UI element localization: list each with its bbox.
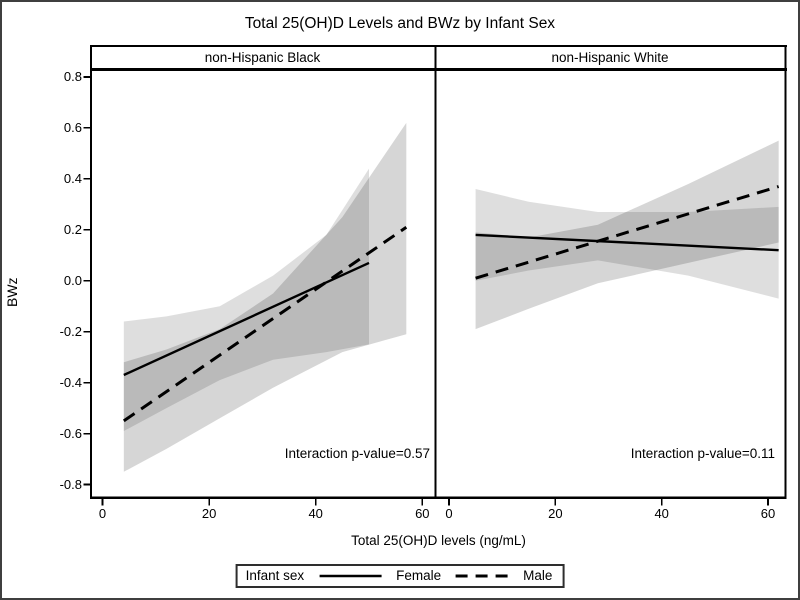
x-tick-label: 0 — [445, 506, 453, 521]
y-tick-label: 0.0 — [63, 272, 82, 288]
legend-title: Infant sex — [245, 568, 305, 583]
x-tick-label: 20 — [201, 506, 217, 521]
ci-band-female — [123, 168, 369, 432]
axes-frame — [83, 45, 787, 506]
pvalue-annotation-white: Interaction p-value=0.11 — [630, 446, 775, 461]
y-tick-label: -0.8 — [59, 476, 82, 492]
panel-header-white: non-Hispanic White — [551, 50, 669, 65]
x-tick-label: 0 — [98, 506, 107, 521]
y-axis-label: BWz — [4, 277, 20, 307]
x-axis-tick-labels: 0 20 40 60 0 20 40 60 — [2, 506, 798, 526]
y-tick-label: -0.2 — [59, 323, 82, 339]
ci-band-male — [123, 122, 407, 472]
y-tick-label: 0.4 — [63, 170, 82, 186]
pvalue-annotation-black: Interaction p-value=0.57 — [284, 446, 430, 461]
legend: Infant sex Female Male — [235, 564, 565, 588]
y-axis-tick-labels: 0.8 0.6 0.4 0.2 0.0 -0.2 -0.4 -0.6 -0.8 — [36, 2, 82, 522]
y-tick-label: 0.2 — [63, 221, 82, 237]
legend-label-female: Female — [396, 568, 442, 583]
confidence-bands — [123, 122, 779, 472]
y-tick-label: 0.6 — [63, 119, 82, 135]
chart-title: Total 25(OH)D Levels and BWz by Infant S… — [244, 15, 556, 32]
line-female — [475, 233, 779, 252]
dashed-line-icon — [455, 574, 510, 577]
y-tick-label: 0.8 — [63, 68, 82, 84]
legend-label-male: Male — [523, 568, 553, 583]
x-tick-label: 20 — [548, 506, 563, 521]
x-tick-label: 60 — [760, 506, 776, 521]
ci-band-male — [475, 140, 779, 330]
regression-lines — [122, 185, 780, 423]
x-tick-label: 40 — [308, 506, 323, 521]
y-tick-label: -0.6 — [59, 425, 82, 441]
solid-line-icon — [319, 574, 382, 577]
line-male — [122, 226, 408, 423]
line-male — [475, 185, 780, 280]
ci-band-female — [475, 189, 779, 299]
x-axis-label: Total 25(OH)D levels (ng/mL) — [351, 533, 526, 548]
x-tick-label: 60 — [415, 506, 430, 521]
y-tick-label: -0.4 — [59, 374, 82, 390]
line-female — [123, 261, 370, 377]
x-tick-label: 40 — [654, 506, 669, 521]
panel-header-black: non-Hispanic Black — [204, 50, 321, 65]
